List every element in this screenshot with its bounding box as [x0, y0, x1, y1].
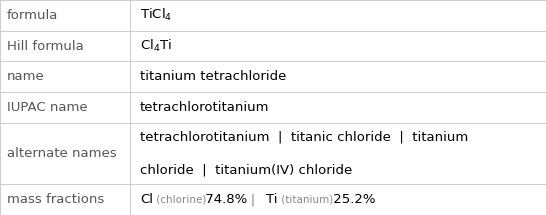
Text: name: name	[7, 70, 44, 83]
Text: TiCl$_4$: TiCl$_4$	[140, 7, 172, 23]
Text: alternate names: alternate names	[7, 147, 116, 160]
Text: Cl$_4$Ti: Cl$_4$Ti	[140, 38, 171, 54]
Text: Hill formula: Hill formula	[7, 40, 84, 53]
Text: tetrachlorotitanium: tetrachlorotitanium	[140, 101, 269, 114]
Text: Cl: Cl	[140, 193, 153, 206]
Text: 25.2%: 25.2%	[329, 193, 375, 206]
Text: chloride  |  titanium(IV) chloride: chloride | titanium(IV) chloride	[140, 164, 352, 177]
Text: mass fractions: mass fractions	[7, 193, 104, 206]
Text: titanium tetrachloride: titanium tetrachloride	[140, 70, 286, 83]
Text: (titanium): (titanium)	[278, 195, 334, 205]
Text: 74.8%: 74.8%	[201, 193, 247, 206]
Text: tetrachlorotitanium  |  titanic chloride  |  titanium: tetrachlorotitanium | titanic chloride |…	[140, 131, 468, 143]
Text: (chlorine): (chlorine)	[153, 195, 206, 205]
Text: Ti: Ti	[266, 193, 278, 206]
Text: |: |	[238, 193, 268, 206]
Text: formula: formula	[7, 9, 58, 22]
Text: IUPAC name: IUPAC name	[7, 101, 87, 114]
